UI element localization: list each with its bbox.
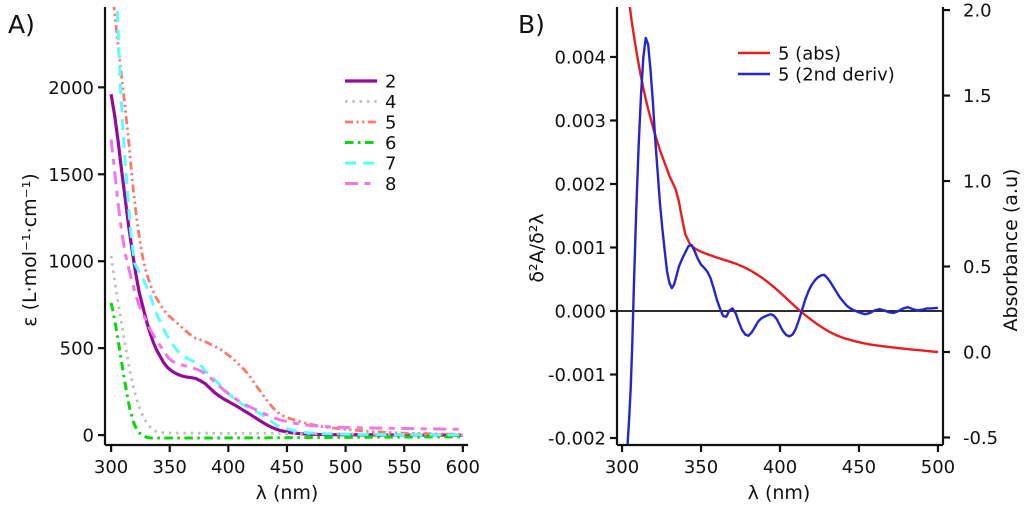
y-tick-label: 0.001 — [554, 238, 606, 259]
right-y-tick-label: 2.0 — [963, 1, 992, 22]
y-tick-label: 0.002 — [554, 174, 606, 195]
series-5-line — [112, 7, 463, 436]
legend-label: 5 (abs) — [778, 44, 841, 65]
panel-b-label: B) — [518, 10, 545, 39]
series-2-line — [109, 94, 463, 437]
series-6-line — [109, 302, 463, 440]
x-tick-label: 400 — [763, 457, 797, 478]
series-group — [626, 7, 939, 445]
series-5-abs--line — [628, 7, 939, 354]
y-tick-label: 2000 — [48, 78, 94, 99]
x-tick-label: 350 — [153, 457, 187, 478]
legend-label: 7 — [385, 154, 396, 175]
panel-b-right-yaxis-title: Absorbance (a.u) — [1000, 169, 1022, 332]
y-tick-label: -0.002 — [548, 429, 606, 450]
panel-a-label: A) — [8, 10, 35, 39]
series-5-2nd-deriv--line — [626, 36, 939, 445]
panel-b-chart: B) λ (nm) δ²A/δ²λ Absorbance (a.u) 300 35… — [518, 1, 1022, 504]
x-tick-label: 300 — [94, 457, 128, 478]
series-7-line — [115, 7, 463, 437]
panel-a-yaxis-title: ε (L·mol⁻¹·cm⁻¹) — [19, 173, 41, 326]
panel-a-chart: A) λ (nm) ε (L·mol⁻¹·cm⁻¹) 300 350 400 450 5… — [8, 7, 480, 504]
panel-a-plot-area: 300 350 400 450 500 550 600 0 500 1000 1500 2000 245… — [48, 7, 480, 478]
y-tick-label: 0.000 — [554, 302, 606, 323]
x-tick-label: 350 — [684, 457, 718, 478]
x-tick-label: 450 — [270, 457, 304, 478]
series-group — [109, 7, 463, 440]
x-tick-label: 500 — [328, 457, 362, 478]
series-4-line — [109, 255, 463, 437]
x-tick-label: 550 — [387, 457, 421, 478]
legend-label: 5 — [385, 113, 396, 134]
series-8-line — [109, 139, 463, 431]
legend-label: 2 — [385, 72, 396, 93]
x-tick-label: 500 — [921, 457, 955, 478]
right-y-tick-label: 0.5 — [963, 257, 992, 278]
y-tick-label: 1500 — [48, 165, 94, 186]
panel-b-xaxis-title: λ (nm) — [748, 482, 811, 504]
right-y-tick-label: 1.0 — [963, 172, 992, 193]
y-tick-label: 500 — [60, 339, 94, 360]
legend-label: 4 — [385, 92, 396, 113]
panel-b-left-yaxis-title: δ²A/δ²λ — [526, 213, 548, 282]
y-tick-label: 0.003 — [554, 111, 606, 132]
legend-label: 8 — [385, 174, 396, 195]
x-tick-label: 400 — [211, 457, 245, 478]
panel-a-xaxis-title: λ (nm) — [256, 482, 319, 504]
x-tick-label: 300 — [605, 457, 639, 478]
panel-b-plot-area: 300 350 400 450 500 0.004 0.003 0.002 0.001 0.000… — [548, 1, 998, 478]
right-y-tick-label: -0.5 — [963, 428, 998, 449]
legend-label: 5 (2nd deriv) — [778, 65, 895, 86]
y-tick-label: -0.001 — [548, 365, 606, 386]
y-tick-label: 1000 — [48, 252, 94, 273]
right-y-tick-label: 0.0 — [963, 342, 992, 363]
x-tick-label: 600 — [446, 457, 480, 478]
y-tick-label: 0.004 — [554, 47, 606, 68]
right-y-tick-label: 1.5 — [963, 86, 992, 107]
legend-label: 6 — [385, 133, 396, 154]
y-tick-label: 0 — [83, 426, 94, 447]
x-tick-label: 450 — [842, 457, 876, 478]
